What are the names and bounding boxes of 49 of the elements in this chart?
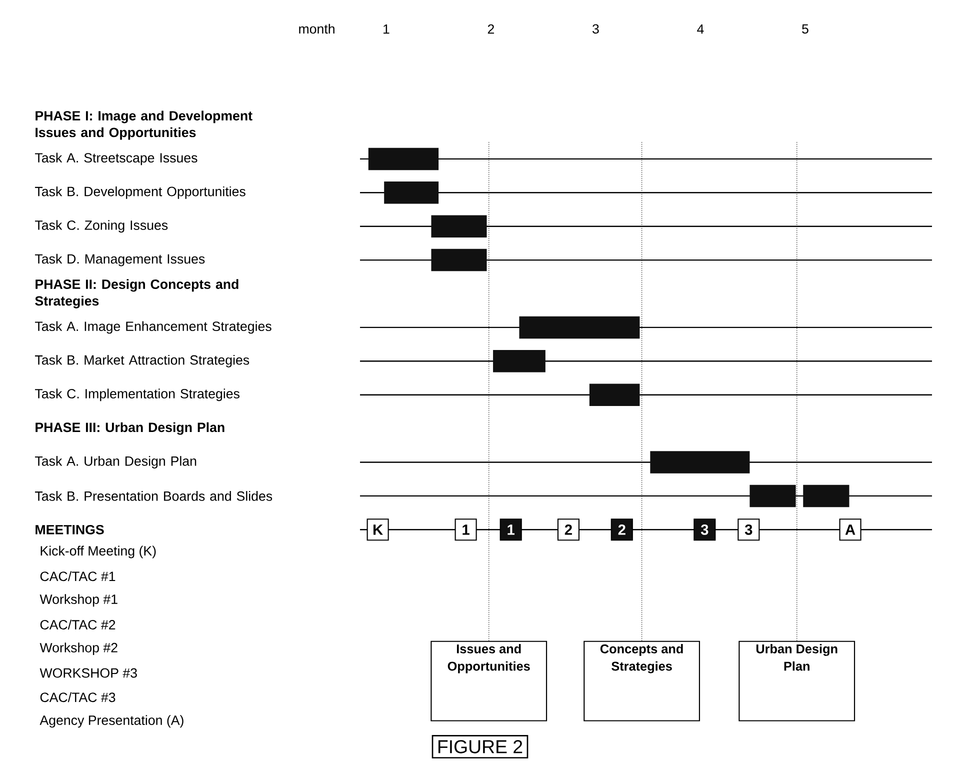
- bar: [431, 215, 487, 238]
- bar: [750, 484, 796, 508]
- y-tick-label: Task A. Streetscape Issues: [35, 152, 198, 166]
- x-axis-title: month: [299, 24, 334, 34]
- y-tick-label: Task B. Presentation Boards and Slides: [35, 491, 272, 501]
- y-tick-label: Task A. Urban Design Plan: [35, 456, 196, 468]
- annotation: 1: [462, 524, 470, 535]
- annotation: K: [373, 524, 383, 535]
- y-tick-label: Task C. Zoning Issues: [35, 220, 168, 233]
- x-tick-label: 1: [384, 24, 390, 34]
- annotation: 2: [564, 524, 572, 535]
- y-tick-label: Task B. Development Opportunities: [35, 186, 246, 199]
- y-tick-label: Task A. Image Enhancement Strategies: [35, 321, 272, 334]
- y-tick-label: PHASE III: Urban Design Plan: [36, 422, 224, 435]
- text: Workshop #1: [40, 594, 118, 607]
- bar: [493, 350, 546, 372]
- ref-line-label: Urban Design Plan: [756, 644, 838, 671]
- y-tick-label: Task C. Implementation Strategies: [35, 388, 240, 402]
- annotation: 2: [618, 524, 626, 535]
- bar: [803, 484, 850, 508]
- x-tick-label: 2: [488, 24, 494, 34]
- bar: [431, 248, 487, 272]
- text: Workshop #2: [40, 642, 118, 656]
- y-tick-label: MEETINGS: [36, 524, 104, 534]
- x-tick-label: 5: [802, 24, 808, 34]
- bar: [384, 182, 439, 204]
- caption: FIGURE 2: [438, 740, 522, 754]
- bar: [519, 316, 640, 339]
- bar: [650, 451, 750, 474]
- text: CAC/TAC #2: [40, 620, 116, 630]
- text: CAC/TAC #1: [40, 571, 116, 582]
- ref-line-label: Concepts and Strategies: [600, 644, 683, 674]
- x-tick-label: 3: [592, 24, 599, 34]
- annotation: 1: [508, 524, 515, 535]
- annotation: A: [845, 524, 856, 535]
- bar: [589, 384, 640, 406]
- annotation: 3: [700, 524, 708, 535]
- text: WORKSHOP #3: [40, 668, 137, 678]
- y-tick-label: PHASE I: Image and Development Issues and Opportunities: [36, 110, 252, 140]
- y-tick-label: Task B. Market Attraction Strategies: [35, 354, 250, 368]
- text: Kick-off Meeting (K): [40, 546, 156, 558]
- ref-line-label: Issues and Opportunities: [448, 644, 530, 674]
- y-tick-label: PHASE II: Design Concepts and Strategies: [35, 279, 238, 308]
- text: CAC/TAC #3: [40, 692, 116, 702]
- annotation: 3: [744, 524, 752, 535]
- text: Agency Presentation (A): [40, 715, 184, 728]
- y-tick-label: Task D. Management Issues: [35, 254, 205, 266]
- x-tick-label: 4: [697, 24, 704, 34]
- bar: [368, 148, 439, 170]
